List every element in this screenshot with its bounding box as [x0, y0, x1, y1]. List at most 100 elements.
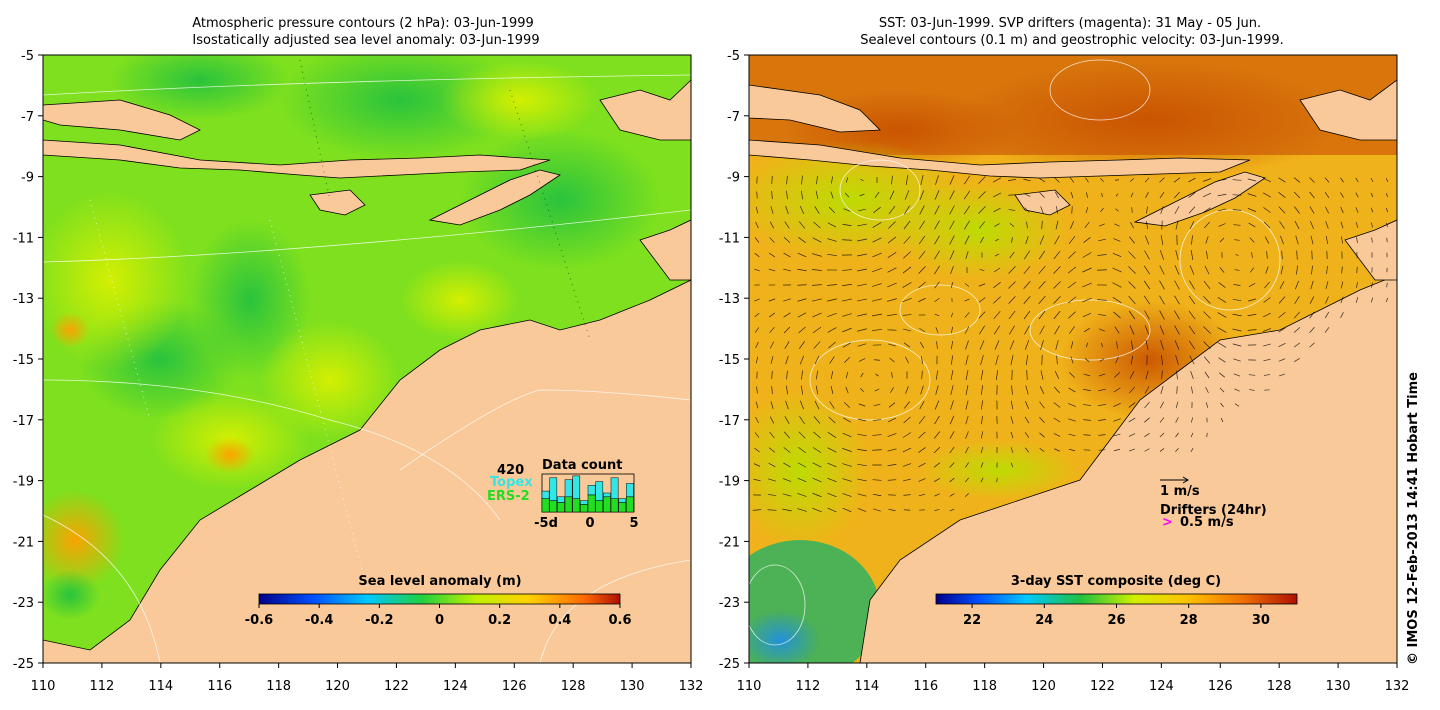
right-title-line2: Sealevel contours (0.1 m) and geostrophi…: [860, 33, 1284, 48]
data-count-topex-label: Topex: [490, 475, 533, 490]
sla-colorbar: Sea level anomaly (m) -0.6 -0.4 -0.2 0 0.2 0.…: [245, 574, 632, 628]
sst-colorbar-tick: 24: [1035, 613, 1053, 628]
left-x-tick-label: 132: [679, 679, 704, 694]
right-y-tick-label: -9: [727, 171, 740, 186]
ers-count-bar: [549, 500, 558, 513]
right-axis-ticks: 110 112 114 116 118 120 122 124 126 128 130 132 -5 -7…: [719, 49, 1410, 694]
topex-count-bar: [595, 481, 604, 501]
left-y-tick-label: -9: [21, 171, 34, 186]
topex-count-bar: [564, 479, 573, 498]
left-x-tick-label: 116: [207, 679, 232, 694]
left-y-tick-label: -11: [13, 231, 34, 246]
sst-colorbar-tick: 30: [1252, 613, 1270, 628]
ers-count-bar: [610, 498, 619, 513]
ers-count-bar: [541, 498, 550, 513]
data-count-title: Data count: [542, 458, 622, 473]
right-y-tick-label: -13: [719, 292, 740, 307]
right-x-tick-label: 112: [795, 679, 820, 694]
drifters-label: Drifters (24hr): [1160, 503, 1267, 518]
sla-colorbar-tick: -0.6: [245, 613, 273, 628]
left-y-tick-label: -13: [13, 292, 34, 307]
velocity-scale-label: 1 m/s: [1160, 484, 1200, 499]
sst-colorbar-label: 3-day SST composite (deg C): [1011, 574, 1221, 589]
topex-count-bar: [626, 483, 634, 498]
right-x-tick-label: 132: [1385, 679, 1410, 694]
sst-colorbar-tick: 22: [963, 613, 981, 628]
right-y-tick-label: -5: [727, 49, 740, 64]
right-x-tick-label: 110: [737, 679, 762, 694]
right-y-tick-label: -15: [719, 353, 740, 368]
drifter-symbol: >: [1162, 515, 1173, 530]
data-count-x-left: -5d: [534, 516, 558, 531]
topex-count-bar: [587, 485, 596, 496]
right-x-tick-label: 126: [1208, 679, 1233, 694]
right-x-tick-label: 120: [1031, 679, 1056, 694]
data-count-x-mid: 0: [585, 516, 594, 531]
left-map-panel: Atmospheric pressure contours (2 hPa): 0…: [13, 16, 704, 694]
right-x-tick-label: 114: [854, 679, 879, 694]
topex-count-bar: [618, 498, 627, 503]
left-x-tick-label: 112: [89, 679, 114, 694]
sla-colorbar-tick: -0.4: [305, 613, 333, 628]
ers-count-bar: [618, 502, 627, 513]
credit-text: © IMOS 12-Feb-2013 14:41 Hobart Time: [1406, 372, 1421, 665]
topex-count-bar: [549, 477, 558, 501]
right-x-tick-label: 124: [1149, 679, 1174, 694]
data-count-max: 420: [497, 463, 524, 478]
right-map-panel: SST: 03-Jun-1999. SVP drifters (magenta)…: [719, 16, 1410, 694]
right-y-tick-label: -7: [727, 110, 740, 125]
right-x-tick-label: 130: [1326, 679, 1351, 694]
topex-count-bar: [541, 490, 550, 499]
velocity-legend: 1 m/s Drifters (24hr) > 0.5 m/s: [1160, 476, 1267, 530]
topex-count-bar: [610, 477, 619, 499]
topex-count-bar: [603, 492, 611, 498]
left-y-tick-label: -21: [13, 535, 34, 550]
left-y-tick-label: -19: [13, 475, 34, 490]
left-x-tick-label: 118: [266, 679, 291, 694]
left-x-tick-label: 128: [561, 679, 586, 694]
right-y-tick-label: -17: [719, 414, 740, 429]
right-x-tick-label: 116: [913, 679, 938, 694]
left-x-tick-label: 124: [443, 679, 468, 694]
ers-count-bar: [572, 498, 581, 513]
sla-colorbar-tick: 0.2: [488, 613, 511, 628]
right-y-tick-label: -23: [719, 596, 740, 611]
ers-count-bar: [587, 494, 596, 513]
ers-count-bar: [564, 496, 573, 513]
sla-colorbar-tick: -0.2: [365, 613, 393, 628]
right-title-line1: SST: 03-Jun-1999. SVP drifters (magenta)…: [879, 16, 1261, 31]
sla-colorbar-tick: 0.4: [548, 613, 571, 628]
left-x-tick-label: 126: [502, 679, 527, 694]
right-y-tick-label: -25: [719, 657, 740, 672]
right-x-tick-label: 118: [972, 679, 997, 694]
right-x-tick-label: 128: [1267, 679, 1292, 694]
data-count-ers-label: ERS-2: [487, 489, 530, 504]
sla-colorbar-tick: 0: [435, 613, 444, 628]
left-axis-ticks: 110 112 114 116 118 120 122 124 126 128 130 132 -5 -7…: [13, 49, 704, 694]
left-x-tick-label: 120: [325, 679, 350, 694]
topex-count-bar: [580, 500, 588, 505]
sla-colorbar-tick: 0.6: [608, 613, 631, 628]
left-y-tick-label: -15: [13, 353, 34, 368]
sla-colorbar-label: Sea level anomaly (m): [358, 574, 521, 589]
left-x-tick-label: 110: [31, 679, 56, 694]
sst-colorbar-tick: 26: [1107, 613, 1125, 628]
right-y-tick-label: -19: [719, 475, 740, 490]
left-x-tick-label: 114: [148, 679, 173, 694]
left-title-line1: Atmospheric pressure contours (2 hPa): 0…: [192, 16, 534, 31]
ers-count-bar: [580, 504, 588, 513]
left-y-tick-label: -23: [13, 596, 34, 611]
sla-field: [43, 55, 691, 663]
right-y-tick-label: -21: [719, 535, 740, 550]
left-x-tick-label: 122: [384, 679, 409, 694]
left-title-line2: Isostatically adjusted sea level anomaly…: [192, 33, 539, 48]
left-y-tick-label: -7: [21, 110, 34, 125]
topex-count-bar: [557, 496, 565, 503]
sst-field: [749, 55, 1397, 663]
ers-count-bar: [626, 496, 634, 513]
sst-colorbar-tick: 28: [1180, 613, 1198, 628]
left-y-tick-label: -25: [13, 657, 34, 672]
left-y-tick-label: -5: [21, 49, 34, 64]
sst-colorbar: 3-day SST composite (deg C) 22 24 26 28 30: [935, 574, 1298, 628]
